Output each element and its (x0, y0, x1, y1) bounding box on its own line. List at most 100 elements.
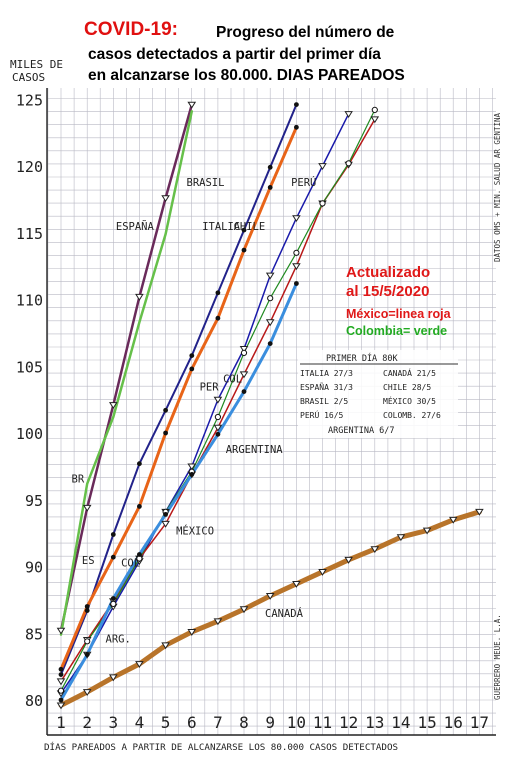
data-point-colombia (240, 349, 248, 356)
series-label: BRASIL (187, 177, 225, 189)
update-line-1: Actualizado (346, 264, 430, 281)
data-point-colombia (345, 160, 352, 167)
data-point-espana (161, 195, 170, 203)
first-day-box-bg (298, 350, 458, 438)
data-point-mexico (239, 371, 249, 379)
data-point-peru (318, 163, 327, 171)
y-axis-label-line-2: CASOS (12, 71, 45, 84)
data-point-argentina (84, 652, 90, 657)
data-point-chile (294, 124, 299, 130)
data-point-mexico (56, 678, 66, 686)
data-point-chile (84, 604, 90, 609)
data-point-peru (344, 111, 353, 118)
data-point-chile (58, 666, 64, 672)
series-line-espana (59, 103, 194, 632)
data-point-espana (108, 402, 118, 409)
data-point-italia (137, 461, 142, 467)
series-line-chile (59, 125, 298, 671)
x-tick-label: 15 (417, 713, 436, 732)
data-point-espana (135, 293, 144, 301)
data-point-argentina (137, 552, 142, 557)
data-point-colombia (110, 600, 117, 608)
data-point-canada (344, 556, 353, 564)
x-tick-label: 7 (213, 713, 223, 732)
series-label: BR (72, 473, 85, 485)
first-day-box: PRIMER DÍA 80K ITALIA 27/3 ESPAÑA 31/3 B… (298, 350, 458, 438)
data-point-italia (84, 608, 90, 613)
data-point-espana (82, 504, 92, 512)
data-point-argentina (110, 596, 116, 601)
x-tick-label: 13 (365, 713, 384, 732)
first-day-right-2: CHILE 28/5 (383, 383, 431, 392)
data-point-canada (475, 508, 484, 516)
x-tick-label: 12 (339, 713, 358, 732)
data-point-canada (318, 569, 327, 576)
data-point-canada (135, 661, 144, 668)
series-label: ES (82, 555, 95, 567)
data-point-italia (163, 407, 169, 413)
x-tick-label: 9 (265, 713, 275, 732)
data-point-argentina (294, 281, 299, 286)
data-point-argentina (58, 697, 64, 703)
x-tick-label: 1 (56, 713, 66, 732)
x-tick-label: 16 (444, 713, 463, 732)
x-tick-label: 8 (239, 713, 249, 732)
data-point-canada (109, 674, 118, 682)
data-point-colombia (371, 106, 378, 114)
data-point-peru (239, 346, 249, 353)
x-tick-label: 17 (470, 713, 489, 732)
y-tick-label: 80 (25, 692, 43, 710)
first-day-left-2: ESPAÑA 31/3 (300, 382, 353, 392)
data-point-italia (294, 102, 299, 107)
series-line-brasil (59, 110, 194, 636)
y-tick-label: 90 (25, 559, 43, 577)
data-point-mexico (161, 520, 170, 528)
x-axis-label: DÍAS PAREADOS A PARTIR DE ALCANZARSE LOS… (44, 741, 398, 753)
y-tick-label: 85 (25, 625, 43, 643)
series-label: PERÚ (291, 176, 316, 189)
series-label: ARGENTINA (226, 444, 284, 456)
series-label: COL (223, 373, 242, 385)
data-point-canada (56, 702, 66, 710)
chart-title-prefix: COVID-19: (84, 19, 178, 40)
data-point-peru (213, 396, 223, 404)
series-label: CHILE (234, 221, 266, 233)
author-signature: GUERRERO MEUE. L.A. (493, 614, 502, 700)
update-line-2: al 15/5/2020 (346, 283, 429, 300)
x-tick-label: 14 (391, 713, 410, 732)
data-point-colombia (319, 200, 326, 207)
data-point-peru (187, 463, 197, 471)
markers-layer (56, 101, 484, 710)
first-day-left-3: BRASIL 2/5 (300, 397, 348, 406)
first-day-right-3: MÉXICO 30/5 (383, 395, 436, 406)
y-tick-label: 95 (25, 492, 43, 510)
data-point-mexico (213, 424, 223, 432)
chart-title-line-1: Progreso del número de (216, 24, 395, 41)
first-day-box-footer: ARGENTINA 6/7 (328, 426, 395, 436)
data-point-colombia (293, 249, 300, 256)
data-point-peru (265, 272, 275, 280)
data-point-chile (215, 315, 221, 321)
x-tick-label: 3 (108, 713, 118, 732)
x-tick-label: 6 (187, 713, 197, 732)
data-point-argentina (189, 472, 195, 477)
legend-note-colombia: Colombia= verde (346, 324, 447, 338)
data-point-colombia (214, 413, 221, 421)
data-point-argentina (267, 341, 273, 346)
y-tick-label: 125 (16, 91, 43, 109)
x-tick-label: 11 (313, 713, 332, 732)
series-line-italia (60, 103, 298, 676)
data-point-italia (267, 164, 273, 170)
data-point-mexico (292, 263, 301, 271)
series-label: ESPAÑA (116, 220, 155, 233)
data-point-italia (241, 227, 247, 233)
data-point-canada (265, 593, 275, 600)
x-tick-label: 5 (161, 713, 171, 732)
x-tick-label: 10 (287, 713, 306, 732)
y-tick-label: 110 (16, 292, 43, 310)
data-point-canada (239, 606, 249, 614)
chart-title-line-2: casos detectados a partir del primer día (88, 46, 381, 63)
data-point-canada (161, 642, 170, 650)
